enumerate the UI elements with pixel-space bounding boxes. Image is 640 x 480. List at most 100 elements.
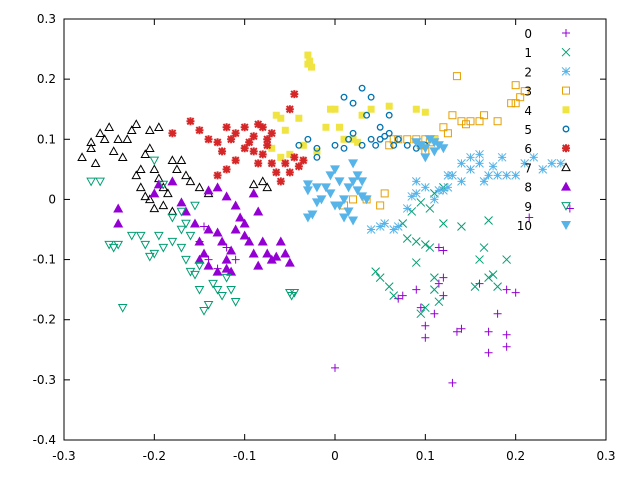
data-point — [240, 144, 249, 153]
data-point — [86, 177, 96, 187]
data-point — [452, 327, 461, 336]
data-point — [248, 188, 259, 198]
data-point — [140, 240, 151, 250]
data-point — [149, 164, 160, 174]
data-point — [194, 261, 205, 271]
data-point — [222, 165, 231, 174]
data-point — [194, 236, 205, 246]
legend-label: 7 — [524, 161, 532, 175]
data-point — [290, 90, 299, 99]
data-point — [434, 243, 443, 252]
data-point — [212, 285, 223, 295]
data-point — [140, 191, 151, 201]
data-point — [117, 152, 128, 162]
data-point — [433, 141, 444, 151]
data-point — [262, 182, 273, 192]
data-point — [470, 282, 480, 291]
data-point — [313, 144, 321, 152]
data-point — [452, 72, 461, 81]
x-tick-label: 0.1 — [416, 449, 435, 463]
data-point — [176, 225, 187, 235]
legend-label: 8 — [524, 181, 532, 195]
x-tick-label: 0 — [331, 449, 339, 463]
data-point — [502, 171, 511, 180]
data-point — [466, 165, 475, 174]
data-point — [144, 143, 155, 153]
data-point — [434, 279, 443, 288]
data-point — [126, 231, 137, 241]
data-point — [457, 177, 466, 186]
data-point — [389, 225, 399, 234]
data-point — [516, 93, 525, 102]
data-point — [203, 300, 214, 310]
data-point — [149, 188, 160, 198]
legend-label: 9 — [524, 200, 532, 214]
data-point — [172, 164, 182, 174]
data-point — [366, 225, 376, 234]
data-point — [325, 171, 336, 181]
y-tick-label: -0.3 — [33, 373, 56, 387]
legend-label: 3 — [524, 85, 532, 99]
data-point — [375, 273, 385, 282]
data-points — [77, 51, 574, 387]
data-point — [126, 125, 137, 134]
data-point — [113, 203, 124, 213]
data-point — [267, 159, 276, 168]
data-point — [493, 117, 502, 126]
data-point — [420, 153, 431, 163]
data-point — [190, 201, 200, 211]
data-point — [239, 230, 250, 240]
data-point — [475, 149, 484, 159]
data-point — [313, 153, 321, 161]
data-point — [484, 273, 493, 282]
data-point — [349, 195, 358, 204]
data-point — [212, 227, 223, 237]
data-point — [253, 206, 264, 216]
data-point — [199, 248, 210, 258]
data-point — [484, 171, 493, 180]
data-point — [277, 153, 285, 161]
data-point — [239, 218, 250, 228]
data-point — [439, 123, 448, 132]
data-point — [488, 270, 498, 279]
data-point — [231, 255, 240, 264]
data-point — [281, 126, 289, 134]
data-point — [295, 114, 303, 122]
data-point — [416, 198, 426, 207]
data-point — [117, 303, 128, 313]
data-point — [304, 135, 312, 143]
x-tick-label: -0.3 — [52, 449, 75, 463]
data-point — [181, 255, 191, 265]
data-point — [345, 135, 352, 143]
data-point — [254, 159, 263, 168]
data-point — [448, 378, 457, 387]
data-point — [185, 267, 196, 277]
data-point — [475, 255, 484, 264]
data-point — [295, 141, 303, 149]
data-point — [185, 176, 196, 186]
series-10 — [302, 135, 449, 226]
data-point — [443, 183, 453, 192]
data-point — [425, 243, 435, 252]
data-point — [176, 155, 187, 165]
data-point — [217, 236, 228, 246]
data-point — [286, 150, 294, 158]
data-point — [385, 102, 393, 110]
data-point — [475, 117, 484, 126]
data-point — [339, 213, 350, 223]
data-point — [294, 162, 303, 171]
data-point — [275, 236, 286, 246]
data-point — [367, 105, 375, 113]
data-point — [352, 186, 363, 196]
data-point — [217, 291, 227, 301]
data-point — [525, 213, 534, 222]
data-point — [349, 99, 357, 107]
data-point — [135, 182, 146, 192]
data-point — [258, 123, 267, 132]
data-point — [511, 81, 520, 90]
data-point — [415, 141, 426, 151]
data-point — [439, 219, 448, 228]
data-point — [213, 171, 222, 180]
data-point — [331, 141, 339, 149]
data-point — [430, 285, 439, 294]
